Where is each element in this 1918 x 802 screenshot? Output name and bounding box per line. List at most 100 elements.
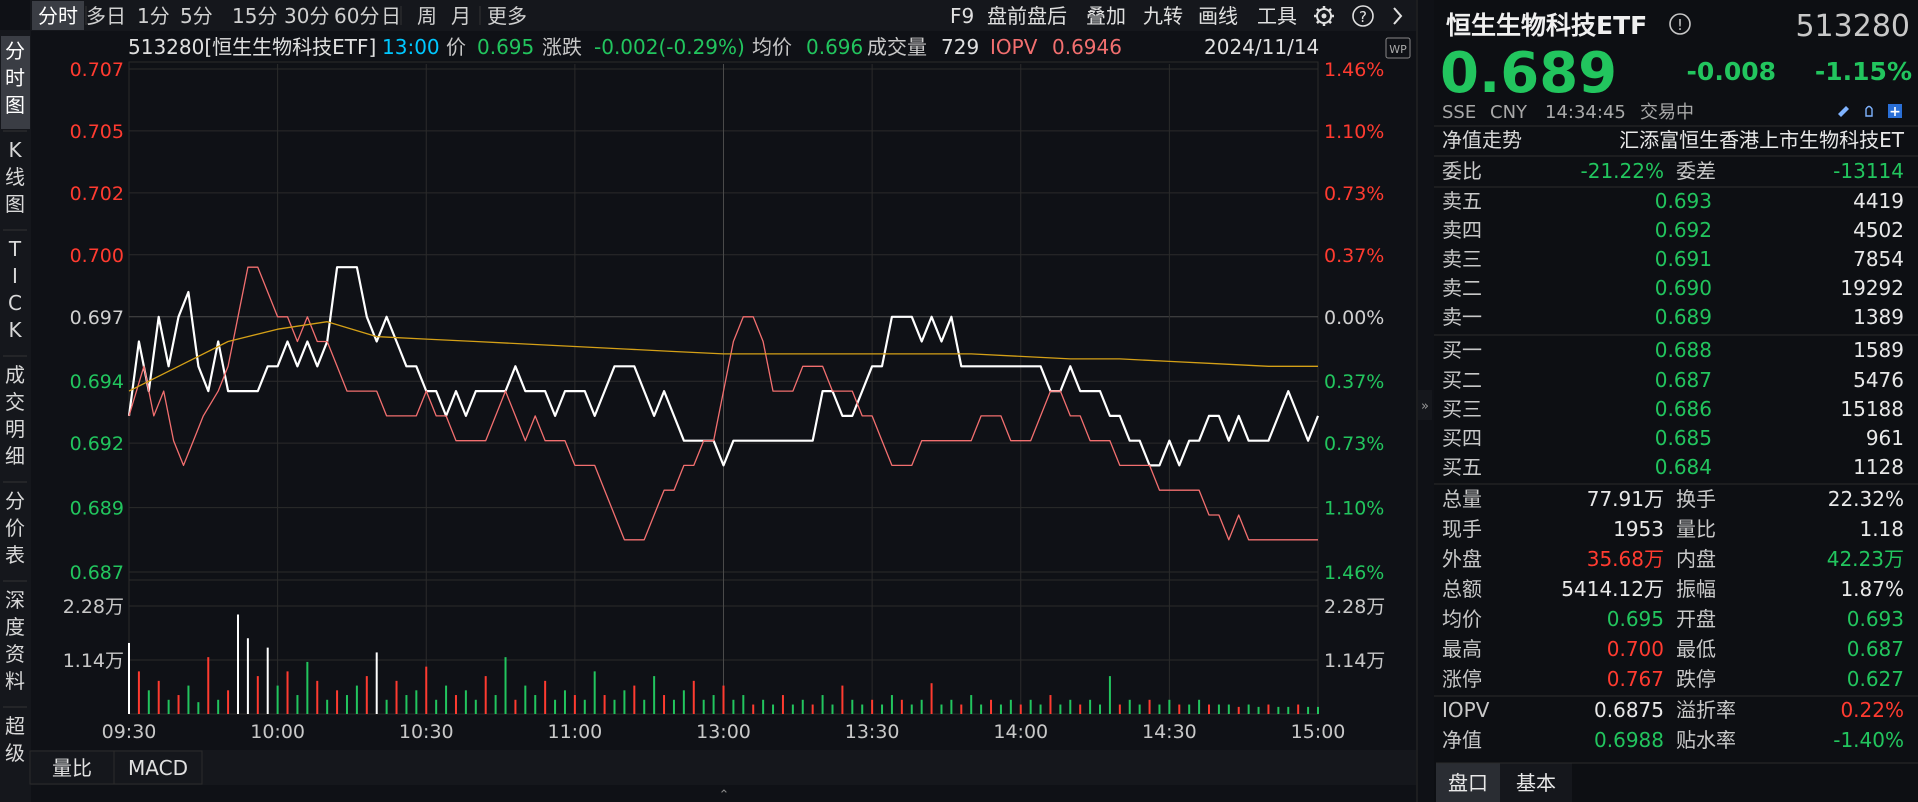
period-tab-2[interactable]: 1分: [137, 4, 170, 28]
info-icon-ring: [1669, 13, 1691, 35]
tool-button-5[interactable]: 工具: [1257, 4, 1297, 28]
bid-row[interactable]: 买三 0.686 15188: [1442, 397, 1904, 421]
info-iopv: 0.6946: [1052, 35, 1122, 59]
bid-volume: 1589: [1853, 338, 1904, 362]
tool-button-0[interactable]: F9: [950, 4, 974, 28]
stat-value: 77.91万: [1587, 487, 1664, 511]
ask-volume: 4419: [1853, 189, 1904, 213]
quote-panel: 恒生生物科技ETF! 513280 0.689 -0.008 -1.15% SSE CNY 1…: [1418, 9, 1918, 802]
stat-label: 总额: [1442, 577, 1482, 601]
gear-icon[interactable]: [1314, 6, 1334, 26]
bid-price: 0.686: [1655, 397, 1712, 421]
ask-volume: 19292: [1840, 276, 1904, 300]
sidebar-tab-4[interactable]: 分价表: [5, 489, 25, 567]
period-tab-6[interactable]: 60分: [334, 4, 379, 28]
period-tab-5[interactable]: 30分: [284, 4, 329, 28]
tool-button-2[interactable]: 叠加: [1086, 4, 1126, 28]
bid-row[interactable]: 买四 0.685 961: [1442, 426, 1904, 450]
stat-value: 0.700: [1607, 637, 1664, 661]
bid-label: 买五: [1442, 455, 1482, 479]
info-date: 2024/11/14: [1204, 35, 1319, 59]
help-icon-glyph: ?: [1359, 8, 1367, 26]
indicator-tab-1[interactable]: MACD: [128, 756, 188, 780]
stat-label: 跌停: [1676, 667, 1716, 691]
add-watchlist-icon[interactable]: [1888, 104, 1902, 118]
ask-row[interactable]: 卖一 0.689 1389: [1442, 305, 1904, 329]
weibi-value: -21.22%: [1581, 159, 1664, 183]
panel-tab-0[interactable]: 盘口: [1448, 771, 1488, 795]
tool-button-1[interactable]: 盘前盘后: [987, 4, 1067, 28]
ask-price: 0.693: [1655, 189, 1712, 213]
indicator-tab-0[interactable]: 量比: [52, 756, 92, 780]
panel-tab-bg-1[interactable]: [1500, 763, 1572, 802]
pct-axis-label: 0.73%: [1324, 433, 1384, 455]
price-axis-label: 0.700: [70, 245, 124, 267]
expand-up-icon[interactable]: ⌃: [719, 788, 730, 802]
stat-value: 5414.12万: [1561, 577, 1664, 601]
panel-tab-bg-0[interactable]: [1436, 763, 1500, 802]
indicator-tab-bg-1[interactable]: [113, 750, 203, 785]
help-icon[interactable]: ?: [1352, 5, 1374, 27]
info-icon[interactable]: !: [1669, 13, 1691, 35]
double-chevron-right-icon[interactable]: »: [1421, 399, 1429, 414]
sidebar-tab-active-bg: [1, 36, 30, 129]
period-tab-3[interactable]: 5分: [180, 4, 213, 28]
pct-axis-label: 1.46%: [1324, 562, 1384, 584]
stat-value: 0.687: [1847, 637, 1904, 661]
period-tab-8[interactable]: 周: [417, 4, 437, 28]
help-icon-ring: [1352, 5, 1374, 27]
pct-axis-label: 1.46%: [1324, 59, 1384, 81]
pct-axis-label: 0.73%: [1324, 183, 1384, 205]
bid-row[interactable]: 买一 0.688 1589: [1442, 338, 1904, 362]
indicator-tab-bg-0[interactable]: [29, 750, 115, 785]
info-price-label: 价: [446, 35, 466, 59]
gear-icon-tooth: [1316, 20, 1320, 24]
panel-tab-1[interactable]: 基本: [1516, 771, 1556, 795]
ask-row[interactable]: 卖四 0.692 4502: [1442, 218, 1904, 242]
edit-icon[interactable]: [1838, 106, 1849, 117]
period-tab-1[interactable]: 多日: [86, 4, 126, 28]
pct-axis-label: 1.10%: [1324, 498, 1384, 520]
corner-badge[interactable]: [1385, 37, 1411, 59]
info-iopv-label: IOPV: [990, 35, 1038, 59]
stat-label: 总量: [1442, 487, 1482, 511]
collapse-panel-handle[interactable]: [1418, 390, 1432, 420]
sidebar-tab-6[interactable]: 超级: [5, 714, 25, 765]
net-value-trend-link[interactable]: 净值走势: [1442, 128, 1522, 152]
info-code-name: 513280[恒生生物科技ETF]: [128, 35, 376, 59]
time-axis-label: 09:30: [102, 721, 157, 743]
volume-axis-label: 2.28万: [63, 596, 124, 618]
period-tab-9[interactable]: 月: [451, 4, 471, 28]
chevron-right-icon[interactable]: [1393, 7, 1403, 25]
tool-button-4[interactable]: 画线: [1198, 4, 1238, 28]
period-tab-4[interactable]: 15分: [232, 4, 277, 28]
period-tab-10[interactable]: 更多: [487, 4, 527, 28]
sidebar-tab-1[interactable]: K 线图: [5, 138, 25, 216]
sidebar-tab-0[interactable]: 分时图: [5, 39, 25, 117]
avg-line: [128, 321, 1318, 392]
period-tab-7[interactable]: 日: [381, 4, 401, 28]
fund-stat-label: IOPV: [1442, 698, 1490, 722]
gear-icon-tooth: [1328, 8, 1332, 12]
bid-row[interactable]: 买二 0.687 5476: [1442, 368, 1904, 392]
tool-button-3[interactable]: 九转: [1143, 4, 1183, 28]
add-watchlist-glyph: +: [1889, 104, 1901, 120]
bell-icon[interactable]: [1865, 105, 1873, 117]
info-time: 13:00: [382, 35, 440, 59]
stat-label: 外盘: [1442, 547, 1482, 571]
ask-row[interactable]: 卖三 0.691 7854: [1442, 247, 1904, 271]
ask-row[interactable]: 卖二 0.690 19292: [1442, 276, 1904, 300]
ask-row[interactable]: 卖五 0.693 4419: [1442, 189, 1904, 213]
sidebar-tab-5[interactable]: 深度资料: [5, 588, 25, 693]
sidebar-tab-3[interactable]: 成交明细: [5, 363, 25, 468]
info-change: -0.002(-0.29%): [594, 35, 745, 59]
period-tab-0[interactable]: 分时: [38, 4, 78, 28]
stat-label: 开盘: [1676, 607, 1716, 631]
bid-row[interactable]: 买五 0.684 1128: [1442, 455, 1904, 479]
ask-price: 0.689: [1655, 305, 1712, 329]
time-axis-label: 11:00: [547, 721, 602, 743]
gear-icon-tooth: [1316, 8, 1320, 12]
current-price: 0.689: [1440, 41, 1617, 106]
left-sidebar-bg: [0, 30, 31, 802]
